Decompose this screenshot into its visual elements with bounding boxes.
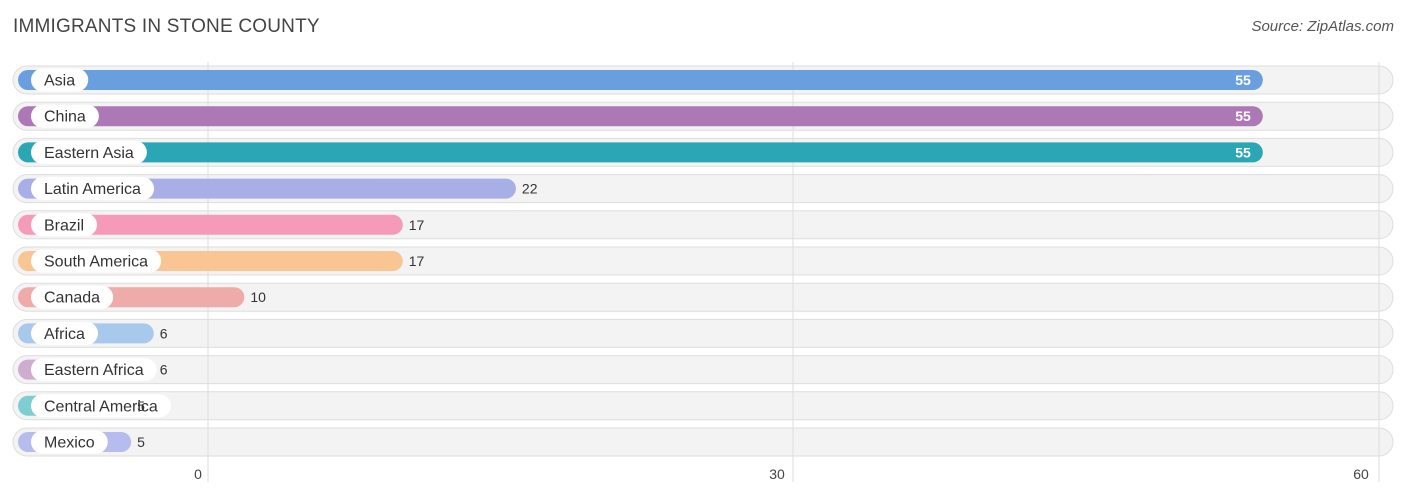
category-pill xyxy=(31,249,162,273)
category-pill xyxy=(31,358,157,382)
category-pill xyxy=(31,104,99,128)
value-label: 55 xyxy=(1235,108,1251,124)
row-track xyxy=(12,318,1394,348)
row-track xyxy=(12,282,1394,312)
category-label: Africa xyxy=(44,326,85,343)
category-pill xyxy=(31,321,98,345)
value-label: 6 xyxy=(160,325,168,341)
row-track xyxy=(12,391,1394,421)
category-label: South America xyxy=(44,254,148,271)
row-track xyxy=(12,355,1394,385)
bar-eastern-asia[interactable] xyxy=(18,142,1263,163)
x-tick-label: 0 xyxy=(194,466,202,482)
value-label: 17 xyxy=(409,217,425,233)
category-pill xyxy=(31,68,89,92)
value-label: 22 xyxy=(522,181,538,197)
category-pill xyxy=(31,285,114,309)
value-label: 55 xyxy=(1235,72,1251,88)
bar-china[interactable] xyxy=(18,106,1263,127)
category-pill xyxy=(31,140,147,164)
category-label: China xyxy=(44,109,86,126)
category-pill xyxy=(31,213,98,237)
value-label: 5 xyxy=(137,398,145,414)
x-tick-label: 60 xyxy=(1353,466,1369,482)
row-track xyxy=(12,427,1394,457)
bar-asia[interactable] xyxy=(18,70,1263,90)
category-label: Asia xyxy=(44,73,75,90)
value-label: 10 xyxy=(250,289,266,305)
chart-source: Source: ZipAtlas.com xyxy=(1251,18,1394,35)
category-label: Latin America xyxy=(44,181,141,198)
bar-brazil[interactable] xyxy=(18,214,403,235)
chart-title: IMMIGRANTS IN STONE COUNTY xyxy=(13,16,320,37)
value-label: 6 xyxy=(160,362,168,378)
category-pill xyxy=(31,430,108,454)
x-tick-label: 30 xyxy=(769,466,785,482)
category-label: Mexico xyxy=(44,435,95,452)
category-label: Canada xyxy=(44,290,100,307)
category-pill xyxy=(31,394,171,418)
value-label: 5 xyxy=(137,434,145,450)
category-label: Central America xyxy=(44,398,158,415)
value-label: 55 xyxy=(1235,144,1251,160)
category-label: Eastern Asia xyxy=(44,145,134,162)
category-label: Brazil xyxy=(44,217,84,234)
category-label: Eastern Africa xyxy=(44,362,144,379)
category-pill xyxy=(31,177,155,201)
value-label: 17 xyxy=(409,253,425,269)
